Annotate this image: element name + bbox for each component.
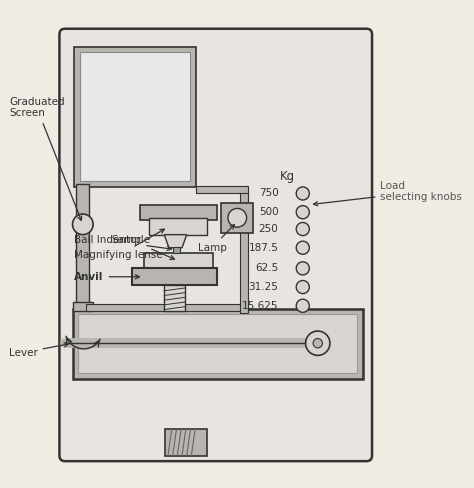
Bar (73, 308, 363, 379)
Text: Magnifying lense: Magnifying lense (74, 229, 164, 260)
Bar (80, 52, 191, 181)
Text: Load
selecting knobs: Load selecting knobs (313, 181, 462, 206)
Bar (173, 247, 180, 253)
Text: 15.625: 15.625 (242, 301, 278, 311)
Circle shape (296, 223, 310, 236)
Text: 187.5: 187.5 (248, 243, 278, 253)
Polygon shape (164, 235, 187, 248)
Circle shape (296, 262, 310, 275)
Bar (149, 218, 207, 235)
Bar (165, 429, 207, 455)
Text: Anvil: Anvil (74, 272, 139, 282)
Circle shape (296, 205, 310, 219)
Text: Kg: Kg (280, 170, 295, 183)
Bar (76, 184, 90, 306)
Text: 750: 750 (259, 188, 278, 199)
Circle shape (296, 187, 310, 200)
Text: 62.5: 62.5 (255, 264, 278, 273)
Bar (132, 268, 217, 285)
Bar (164, 285, 185, 311)
Circle shape (73, 214, 93, 235)
Text: 31.25: 31.25 (248, 282, 278, 292)
Bar (221, 203, 253, 233)
Circle shape (296, 281, 310, 294)
Text: 500: 500 (259, 207, 278, 217)
Bar (74, 46, 196, 187)
Circle shape (306, 331, 330, 355)
Bar (144, 253, 213, 268)
Bar (86, 304, 245, 311)
Circle shape (296, 241, 310, 254)
Circle shape (313, 339, 322, 348)
Text: 250: 250 (259, 224, 278, 234)
Bar (78, 314, 357, 373)
Text: Lamp: Lamp (198, 224, 234, 253)
Text: Sample: Sample (112, 235, 174, 260)
FancyBboxPatch shape (59, 29, 372, 461)
Text: Graduated
Screen: Graduated Screen (9, 97, 82, 221)
Circle shape (228, 208, 246, 227)
Text: Ball Indentor: Ball Indentor (74, 235, 172, 250)
Bar (73, 302, 93, 311)
Bar (140, 204, 217, 220)
Bar (240, 190, 247, 313)
Circle shape (296, 299, 310, 312)
Bar (196, 186, 247, 193)
Text: Lever: Lever (9, 343, 68, 358)
